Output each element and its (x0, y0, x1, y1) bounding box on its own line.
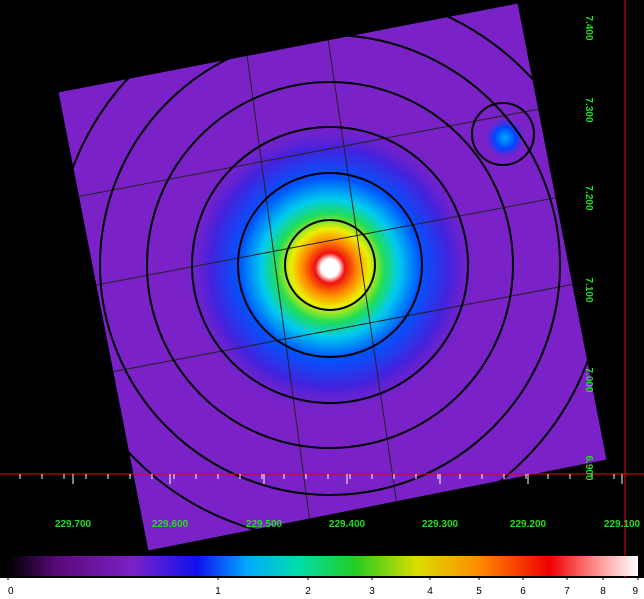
colorbar-label: 7 (564, 586, 570, 597)
x-axis-label: 229.500 (246, 519, 283, 530)
source (483, 116, 527, 160)
colorbar-label: 1 (215, 586, 221, 597)
x-axis-label: 229.700 (55, 519, 92, 530)
colorbar-label: 6 (520, 586, 526, 597)
image (58, 3, 606, 551)
y-axis-label: 7.100 (583, 277, 594, 302)
x-axis-label: 229.600 (152, 519, 189, 530)
x-axis-label: 229.400 (329, 519, 366, 530)
colorbar-label: 4 (427, 586, 433, 597)
y-axis-label: 7.000 (583, 367, 594, 392)
x-axis-label: 229.100 (604, 519, 641, 530)
y-axis-label: 7.200 (583, 185, 594, 210)
source (180, 118, 480, 418)
x-axis-label: 229.300 (422, 519, 459, 530)
colorbar-label: 2 (305, 586, 311, 597)
colorbar (8, 556, 638, 576)
colorbar-label: 8 (600, 586, 606, 597)
colorbar-label: 5 (476, 586, 482, 597)
colorbar-label: 3 (369, 586, 375, 597)
colorbar-label: 9 (632, 586, 638, 597)
y-axis-label: 7.300 (583, 97, 594, 122)
y-axis-label: 7.400 (583, 15, 594, 40)
y-axis-label: 6.900 (583, 455, 594, 480)
x-axis-label: 229.200 (510, 519, 547, 530)
colorbar-label: 0 (8, 586, 14, 597)
coordinate-grid (59, 24, 581, 551)
